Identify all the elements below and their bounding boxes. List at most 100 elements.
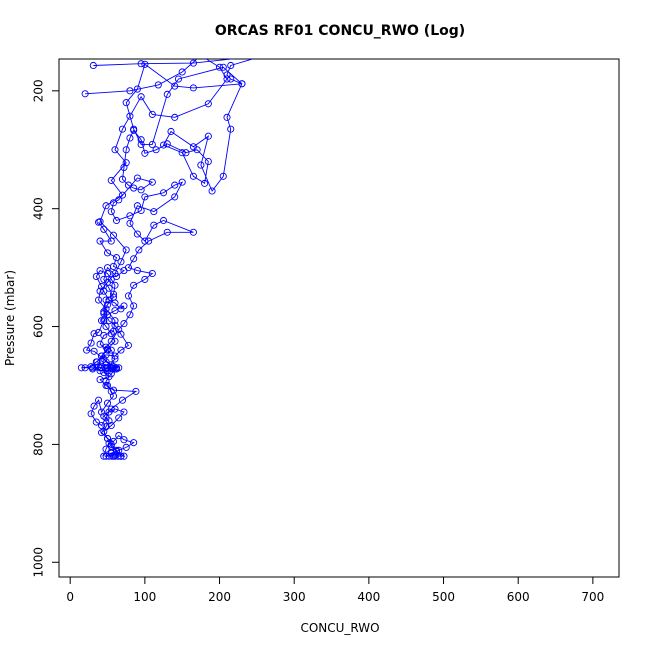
- y-tick-label: 800: [32, 433, 46, 456]
- data-point: [115, 414, 123, 422]
- data-point: [126, 112, 134, 120]
- data-point: [133, 230, 141, 238]
- data-point: [141, 60, 149, 68]
- data-point: [89, 365, 97, 373]
- data-point: [124, 341, 132, 349]
- data-point: [122, 159, 130, 167]
- data-point: [103, 434, 112, 443]
- data-point: [141, 193, 149, 201]
- data-point: [137, 140, 145, 148]
- data-point: [215, 63, 224, 71]
- data-point: [96, 376, 104, 384]
- data-point: [227, 61, 235, 70]
- data-point: [178, 178, 186, 186]
- data-point: [117, 258, 125, 266]
- data-point: [145, 237, 153, 245]
- data-point: [111, 307, 119, 315]
- data-point: [227, 125, 235, 133]
- data-point: [96, 340, 104, 348]
- x-tick-label: 500: [432, 590, 455, 604]
- data-point: [98, 421, 106, 430]
- data-point: [107, 421, 115, 430]
- data-point: [135, 246, 143, 254]
- data-point: [130, 439, 138, 447]
- data-point: [126, 212, 134, 220]
- x-tick-label: 700: [581, 590, 604, 604]
- data-point: [98, 317, 106, 325]
- data-point: [95, 363, 103, 371]
- data-point: [98, 408, 106, 416]
- data-point: [130, 184, 138, 192]
- data-point: [109, 327, 118, 335]
- x-tick-label: 400: [357, 590, 380, 604]
- data-point: [100, 310, 108, 318]
- data-point: [111, 352, 119, 360]
- data-point: [178, 149, 186, 157]
- data-point: [103, 249, 112, 257]
- data-point: [103, 399, 112, 407]
- data-point: [189, 59, 197, 67]
- data-point: [154, 81, 162, 89]
- data-point: [107, 405, 115, 413]
- data-point: [83, 346, 91, 354]
- series-layer: [77, 59, 265, 460]
- y-tick-label: 600: [32, 315, 46, 338]
- data-point: [103, 345, 112, 353]
- data-point: [111, 281, 119, 289]
- data-point: [159, 189, 168, 197]
- data-point: [219, 172, 227, 180]
- data-point: [189, 172, 197, 180]
- data-point: [109, 386, 118, 394]
- data-point: [126, 87, 134, 95]
- data-point: [102, 322, 110, 331]
- data-point: [102, 365, 110, 373]
- data-point: [105, 284, 113, 292]
- data-point: [107, 176, 115, 184]
- data-point: [100, 287, 108, 295]
- data-point: [105, 373, 113, 381]
- data-point: [133, 174, 141, 182]
- data-point: [174, 75, 183, 83]
- data-point: [109, 452, 118, 460]
- data-point: [87, 339, 95, 347]
- data-point: [107, 330, 115, 338]
- data-point: [223, 113, 231, 121]
- x-tick-label: 100: [133, 590, 156, 604]
- data-point: [100, 275, 108, 283]
- data-point: [107, 364, 115, 372]
- data-point: [102, 381, 110, 390]
- data-point: [204, 157, 212, 166]
- data-point: [130, 126, 138, 134]
- data-point: [107, 449, 115, 457]
- data-point: [238, 80, 246, 88]
- data-point: [96, 287, 104, 295]
- data-point: [197, 161, 205, 169]
- data-point: [120, 320, 128, 328]
- data-point: [120, 267, 128, 275]
- data-point: [90, 330, 98, 338]
- data-point: [148, 178, 156, 186]
- series-line-1: [81, 59, 255, 457]
- data-point: [81, 90, 89, 98]
- data-point: [102, 445, 110, 453]
- data-point: [111, 451, 119, 459]
- data-point: [102, 296, 110, 304]
- data-point: [111, 365, 119, 373]
- data-point: [120, 302, 128, 310]
- chart-title: ORCAS RF01 CONCU_RWO (Log): [215, 23, 465, 39]
- data-point: [107, 346, 115, 354]
- data-point: [90, 402, 98, 410]
- series-line-3: [91, 221, 125, 372]
- data-point: [118, 125, 127, 133]
- data-point: [102, 423, 110, 431]
- data-point: [171, 82, 179, 90]
- data-point: [171, 113, 179, 121]
- data-point: [130, 255, 138, 263]
- data-point: [150, 221, 158, 229]
- x-tick-label: 600: [507, 590, 530, 604]
- y-tick-label: 200: [32, 79, 46, 102]
- data-point: [117, 330, 125, 338]
- data-point: [87, 410, 95, 418]
- data-point: [137, 186, 145, 194]
- data-point: [90, 347, 98, 355]
